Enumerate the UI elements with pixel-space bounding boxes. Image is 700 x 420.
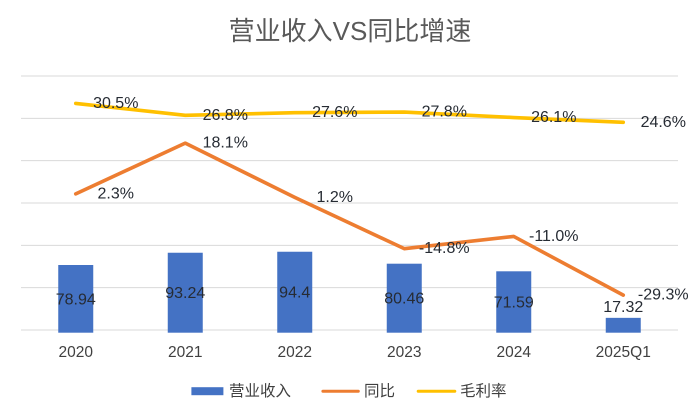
svg-text:30.5%: 30.5%	[93, 95, 138, 112]
svg-text:71.59: 71.59	[494, 295, 534, 312]
svg-text:80.46: 80.46	[384, 291, 424, 308]
svg-text:26.1%: 26.1%	[531, 109, 576, 126]
svg-text:1.2%: 1.2%	[317, 189, 353, 206]
svg-text:-14.8%: -14.8%	[419, 240, 470, 257]
svg-text:2023: 2023	[387, 344, 421, 361]
svg-text:-11.0%: -11.0%	[529, 228, 579, 245]
svg-text:2020: 2020	[59, 344, 94, 361]
svg-text:毛利率: 毛利率	[460, 382, 507, 400]
svg-text:同比: 同比	[364, 382, 395, 400]
svg-text:2025Q1: 2025Q1	[596, 344, 651, 361]
svg-text:26.8%: 26.8%	[203, 107, 248, 124]
svg-text:2022: 2022	[278, 344, 312, 361]
svg-text:2021: 2021	[168, 344, 202, 361]
svg-text:24.6%: 24.6%	[641, 114, 686, 131]
svg-text:94.4: 94.4	[279, 285, 310, 302]
svg-text:93.24: 93.24	[165, 285, 205, 302]
svg-text:78.94: 78.94	[56, 291, 96, 308]
svg-text:27.6%: 27.6%	[312, 104, 357, 121]
svg-text:27.8%: 27.8%	[422, 104, 467, 121]
svg-text:营业收入: 营业收入	[229, 382, 291, 400]
svg-text:2024: 2024	[497, 344, 532, 361]
svg-text:-29.3%: -29.3%	[638, 287, 689, 304]
svg-text:18.1%: 18.1%	[203, 135, 248, 152]
svg-text:2.3%: 2.3%	[98, 185, 134, 202]
